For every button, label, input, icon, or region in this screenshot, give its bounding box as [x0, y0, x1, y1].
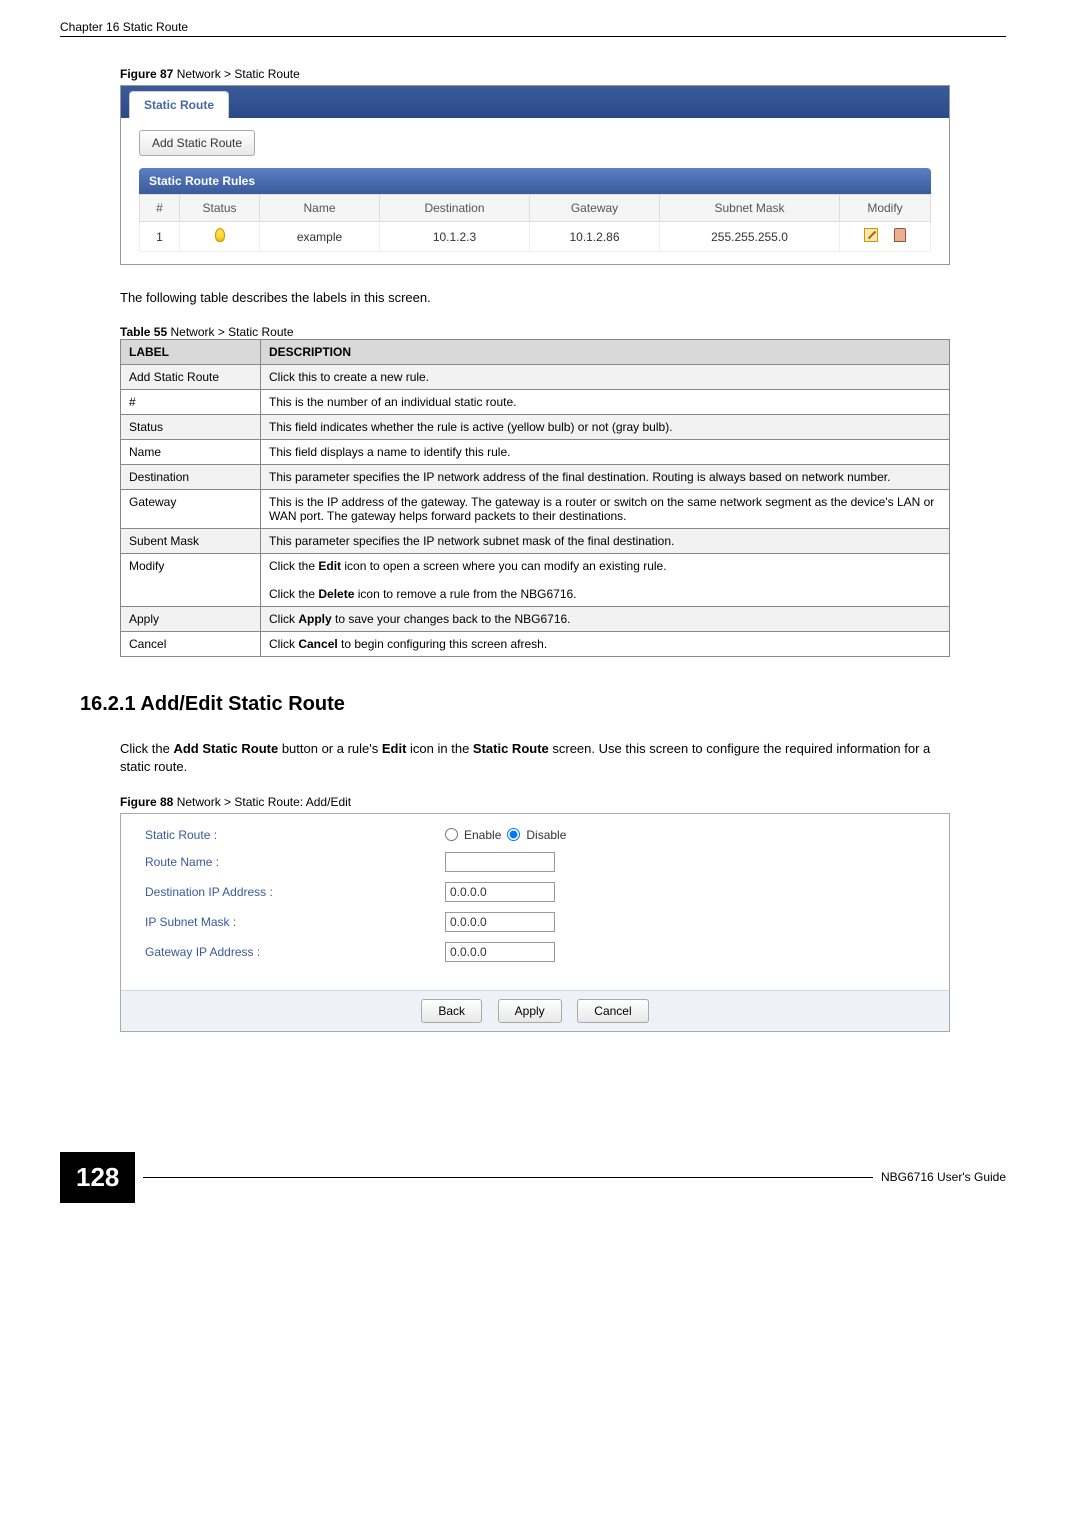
col-destination: Destination	[380, 195, 530, 222]
col-modify: Modify	[840, 195, 931, 222]
page-number: 128	[60, 1152, 135, 1203]
col-subnet: Subnet Mask	[660, 195, 840, 222]
cell-subnet: 255.255.255.0	[660, 222, 840, 252]
desc-row: ApplyClick Apply to save your changes ba…	[121, 607, 950, 632]
figure87-caption: Figure 87 Network > Static Route	[120, 67, 1006, 81]
cell-destination: 10.1.2.3	[380, 222, 530, 252]
route-name-input[interactable]	[445, 852, 555, 872]
section-heading: 16.2.1 Add/Edit Static Route	[80, 693, 1006, 716]
footer-line	[143, 1177, 873, 1178]
desc-row: #This is the number of an individual sta…	[121, 390, 950, 415]
desc-text: This field indicates whether the rule is…	[261, 415, 950, 440]
footer: 128 NBG6716 User's Guide	[60, 1152, 1006, 1203]
desc-row: NameThis field displays a name to identi…	[121, 440, 950, 465]
col-status: Status	[180, 195, 260, 222]
cell-status	[180, 222, 260, 252]
desc-text: Click this to create a new rule.	[261, 365, 950, 390]
label-dest-ip: Destination IP Address :	[145, 885, 445, 899]
back-button[interactable]: Back	[421, 999, 482, 1023]
cell-num: 1	[140, 222, 180, 252]
figure88-screenshot: Static Route : Enable Disable Route Name…	[120, 813, 950, 1032]
desc-row: ModifyClick the Edit icon to open a scre…	[121, 554, 950, 607]
desc-row: GatewayThis is the IP address of the gat…	[121, 490, 950, 529]
label-subnet: IP Subnet Mask :	[145, 915, 445, 929]
desc-row: StatusThis field indicates whether the r…	[121, 415, 950, 440]
disable-radio[interactable]	[507, 828, 520, 841]
guide-name: NBG6716 User's Guide	[881, 1170, 1006, 1184]
desc-label: Gateway	[121, 490, 261, 529]
desc-label: Status	[121, 415, 261, 440]
table55-caption: Table 55 Network > Static Route	[120, 325, 1006, 339]
delete-icon[interactable]	[894, 228, 906, 242]
col-gateway: Gateway	[530, 195, 660, 222]
edit-icon[interactable]	[864, 228, 878, 242]
add-static-route-button[interactable]: Add Static Route	[139, 130, 255, 156]
enable-label: Enable	[464, 828, 501, 842]
desc-text: This parameter specifies the IP network …	[261, 529, 950, 554]
intro-text: The following table describes the labels…	[120, 289, 950, 307]
apply-button[interactable]: Apply	[498, 999, 562, 1023]
figure88-caption: Figure 88 Network > Static Route: Add/Ed…	[120, 795, 1006, 809]
figure87-caption-bold: Figure 87	[120, 67, 173, 81]
subnet-input[interactable]	[445, 912, 555, 932]
desc-text: This is the number of an individual stat…	[261, 390, 950, 415]
desc-text: This field displays a name to identify t…	[261, 440, 950, 465]
label-gateway: Gateway IP Address :	[145, 945, 445, 959]
table-row: 1 example 10.1.2.3 10.1.2.86 255.255.255…	[140, 222, 931, 252]
desc-label: Destination	[121, 465, 261, 490]
desc-table: LABEL DESCRIPTION Add Static RouteClick …	[120, 339, 950, 657]
desc-label: Apply	[121, 607, 261, 632]
rules-table: # Status Name Destination Gateway Subnet…	[139, 194, 931, 252]
bulb-icon	[215, 228, 225, 242]
col-num: #	[140, 195, 180, 222]
label-static-route: Static Route :	[145, 828, 445, 842]
radio-group: Enable Disable	[445, 828, 566, 842]
th-desc: DESCRIPTION	[261, 340, 950, 365]
button-row: Back Apply Cancel	[121, 990, 949, 1031]
tab-bar: Static Route	[121, 86, 949, 118]
desc-label: Cancel	[121, 632, 261, 657]
desc-row: DestinationThis parameter specifies the …	[121, 465, 950, 490]
cell-gateway: 10.1.2.86	[530, 222, 660, 252]
desc-text: Click the Edit icon to open a screen whe…	[261, 554, 950, 607]
desc-label: Add Static Route	[121, 365, 261, 390]
figure87-caption-rest: Network > Static Route	[173, 67, 299, 81]
desc-label: Subent Mask	[121, 529, 261, 554]
figure88-caption-bold: Figure 88	[120, 795, 173, 809]
cell-modify	[840, 222, 931, 252]
desc-text: Click Cancel to begin configuring this s…	[261, 632, 950, 657]
figure88-caption-rest: Network > Static Route: Add/Edit	[173, 795, 351, 809]
desc-text: This parameter specifies the IP network …	[261, 465, 950, 490]
desc-row: CancelClick Cancel to begin configuring …	[121, 632, 950, 657]
tab-static-route[interactable]: Static Route	[129, 91, 229, 118]
section-body: Click the Add Static Route button or a r…	[120, 740, 950, 776]
disable-label: Disable	[526, 828, 566, 842]
table55-caption-rest: Network > Static Route	[167, 325, 293, 339]
th-label: LABEL	[121, 340, 261, 365]
desc-label: #	[121, 390, 261, 415]
desc-label: Name	[121, 440, 261, 465]
desc-row: Subent MaskThis parameter specifies the …	[121, 529, 950, 554]
chapter-header: Chapter 16 Static Route	[60, 20, 1006, 37]
col-name: Name	[260, 195, 380, 222]
rules-header: Static Route Rules	[139, 168, 931, 194]
gateway-input[interactable]	[445, 942, 555, 962]
desc-text: This is the IP address of the gateway. T…	[261, 490, 950, 529]
table55-caption-bold: Table 55	[120, 325, 167, 339]
desc-row: Add Static RouteClick this to create a n…	[121, 365, 950, 390]
cancel-button[interactable]: Cancel	[577, 999, 648, 1023]
desc-text: Click Apply to save your changes back to…	[261, 607, 950, 632]
enable-radio[interactable]	[445, 828, 458, 841]
figure87-screenshot: Static Route Add Static Route Static Rou…	[120, 85, 950, 265]
cell-name: example	[260, 222, 380, 252]
desc-label: Modify	[121, 554, 261, 607]
label-route-name: Route Name :	[145, 855, 445, 869]
dest-ip-input[interactable]	[445, 882, 555, 902]
